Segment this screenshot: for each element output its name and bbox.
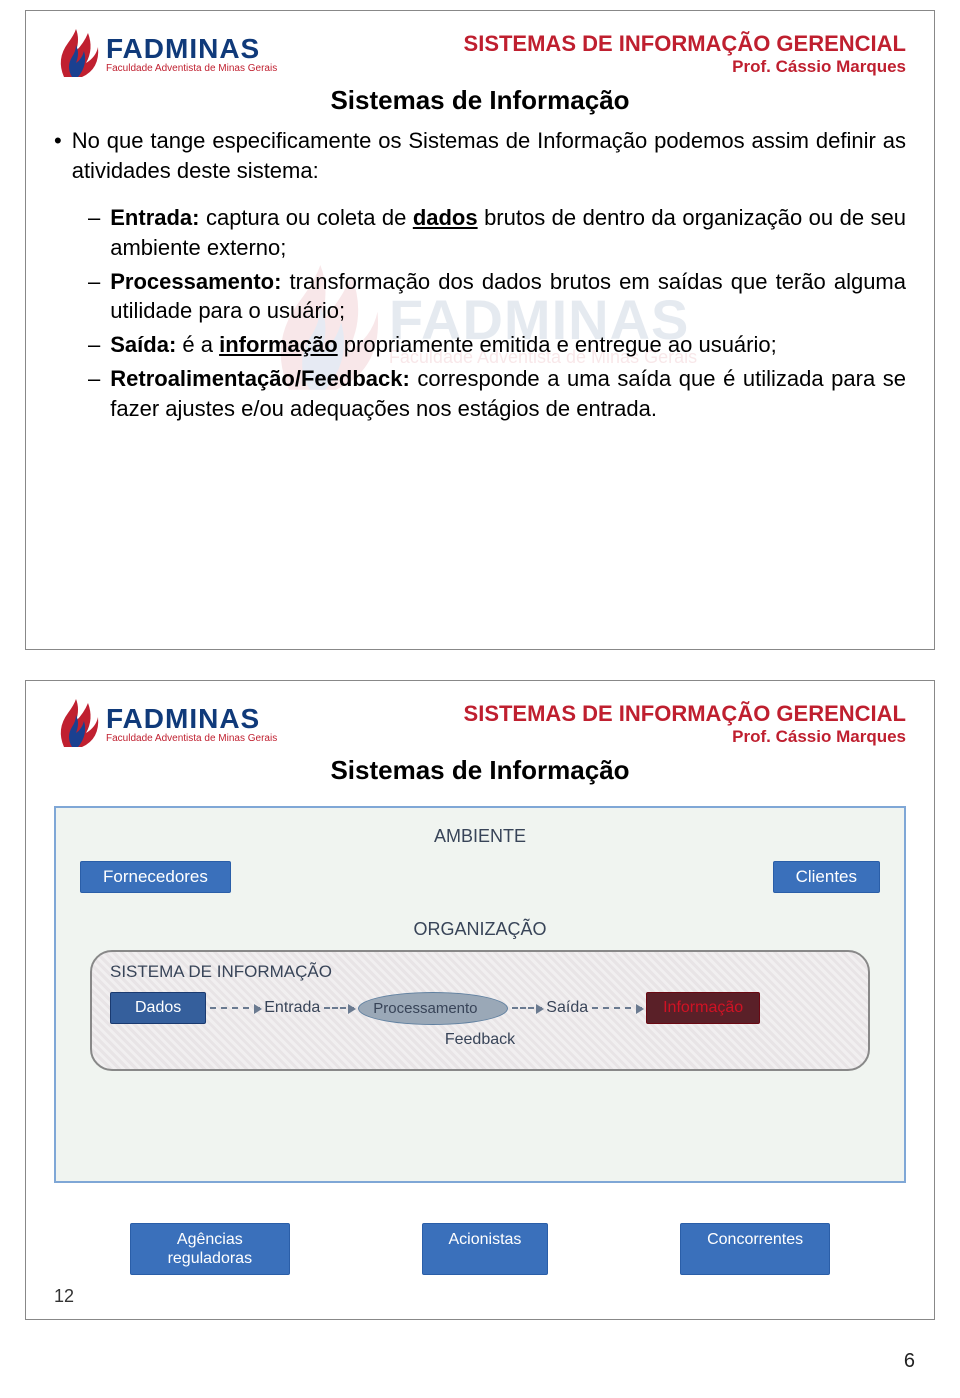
arrow-icon <box>512 1007 542 1009</box>
ambiente-box: AMBIENTE Fornecedores Clientes ORGANIZAÇ… <box>54 806 906 1183</box>
top-actors-row: Fornecedores Clientes <box>80 861 880 893</box>
logo-sub-text: Faculdade Adventista de Minas Gerais <box>106 63 277 74</box>
item-0-label: Entrada: <box>110 205 199 230</box>
flame-icon <box>54 29 100 79</box>
intro-bullet: No que tange especificamente os Sistemas… <box>54 126 906 185</box>
chip-dados: Dados <box>110 992 206 1024</box>
item-0-a: captura ou coleta de <box>200 205 413 230</box>
item-0-u: dados <box>413 205 478 230</box>
item-2-u: informação <box>219 332 338 357</box>
chip-acionistas: Acionistas <box>422 1223 549 1275</box>
page-number: 6 <box>25 1350 935 1373</box>
chip-clientes: Clientes <box>773 861 880 893</box>
item-2-label: Saída: <box>110 332 176 357</box>
item-entrada: Entrada: captura ou coleta de dados brut… <box>54 203 906 262</box>
slide-1-body: No que tange especificamente os Sistemas… <box>54 126 906 423</box>
course-title-2: SISTEMAS DE INFORMAÇÃO GERENCIAL <box>277 701 906 727</box>
slide-2-header: FADMINAS Faculdade Adventista de Minas G… <box>54 699 906 749</box>
arrow-icon <box>592 1007 642 1009</box>
chip-concorrentes: Concorrentes <box>680 1223 830 1275</box>
arrow-icon <box>324 1007 354 1009</box>
entrada-label: Entrada <box>264 999 320 1017</box>
professor-name-2: Prof. Cássio Marques <box>277 727 906 747</box>
processamento-ellipse: Processamento <box>358 992 508 1025</box>
chip-fornecedores: Fornecedores <box>80 861 231 893</box>
slide-number: 12 <box>54 1286 74 1307</box>
flame-icon <box>54 699 100 749</box>
chip-informacao: Informação <box>646 992 760 1024</box>
item-feedback: Retroalimentação/Feedback: corresponde a… <box>54 364 906 423</box>
saida-label: Saída <box>546 999 588 1017</box>
course-title: SISTEMAS DE INFORMAÇÃO GERENCIAL <box>277 31 906 57</box>
item-2-a: é a <box>176 332 219 357</box>
intro-text: No que tange especificamente os Sistemas… <box>72 126 906 185</box>
sistema-box: SISTEMA DE INFORMAÇÃO Dados Entrada Proc… <box>90 950 870 1071</box>
arrow-icon <box>210 1007 260 1009</box>
logo: FADMINAS Faculdade Adventista de Minas G… <box>54 29 277 79</box>
slide-header: FADMINAS Faculdade Adventista de Minas G… <box>54 29 906 79</box>
item-1-label: Processamento: <box>110 269 281 294</box>
organizacao-label: ORGANIZAÇÃO <box>80 919 880 940</box>
item-processamento: Processamento: transformação dos dados b… <box>54 267 906 326</box>
pipeline-row: Dados Entrada Processamento Saída Inform… <box>110 992 850 1025</box>
ambiente-label: AMBIENTE <box>80 826 880 847</box>
logo-2: FADMINAS Faculdade Adventista de Minas G… <box>54 699 277 749</box>
slide-2-title: Sistemas de Informação <box>54 755 906 786</box>
slide-2: FADMINAS Faculdade Adventista de Minas G… <box>25 680 935 1320</box>
professor-name: Prof. Cássio Marques <box>277 57 906 77</box>
diagram: AMBIENTE Fornecedores Clientes ORGANIZAÇ… <box>54 806 906 1275</box>
slide-1-title: Sistemas de Informação <box>54 85 906 116</box>
item-2-b: propriamente emitida e entregue ao usuár… <box>338 332 777 357</box>
sistema-label: SISTEMA DE INFORMAÇÃO <box>110 962 850 982</box>
logo-main-text: FADMINAS <box>106 35 277 63</box>
feedback-label: Feedback <box>110 1031 850 1049</box>
bottom-actors-row: Agências reguladoras Acionistas Concorre… <box>54 1223 906 1275</box>
slide-1: FADMINAS Faculdade Adventista de Minas G… <box>25 10 935 650</box>
item-saida: Saída: é a informação propriamente emiti… <box>54 330 906 360</box>
item-3-label: Retroalimentação/Feedback: <box>110 366 410 391</box>
chip-agencias: Agências reguladoras <box>130 1223 290 1275</box>
